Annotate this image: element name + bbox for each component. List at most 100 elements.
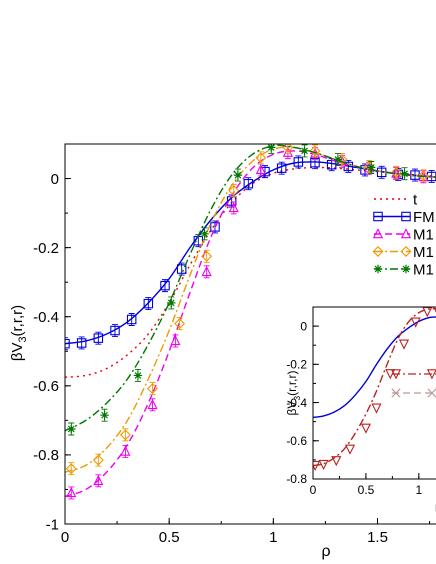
main-point-3-13 [417,170,429,182]
main-point-3-7 [255,152,267,164]
main-point-2-4 [170,334,181,346]
main-xtick-label-1: 0.5 [159,529,180,546]
main-point-4-7 [300,146,309,156]
main-xtick-label-0: 0 [61,529,69,546]
main-point-1-17 [343,161,354,172]
main-point-1-3 [110,325,120,336]
main-point-4-6 [267,144,276,152]
inset-point-1-4 [360,423,372,434]
inset-legend-marker-0-end [426,369,436,380]
main-point-1-1 [76,338,87,348]
main-point-2-3 [147,398,158,410]
main-point-4-9 [367,163,376,172]
main-ytick-label-4: -0.8 [33,447,59,464]
legend-label-2: M1 [413,227,434,244]
main-ytick-label-1: -0.2 [33,240,59,257]
main-series-line-3 [65,146,436,473]
main-point-4-3 [167,298,176,308]
inset-ytick-label-2: -0.4 [286,396,307,410]
main-frame [64,143,436,525]
main-point-2-5 [201,265,212,277]
inset-point-1-5 [371,403,382,414]
inset-ytick-label-0: 0 [300,319,307,333]
main-point-3-1 [92,454,104,466]
legend-marker-4 [373,264,383,274]
inset-point-1-8 [410,317,421,328]
inset-point-1-10 [433,307,436,313]
inset-legend-marker-1-end [427,388,436,398]
main-point-1-7 [176,264,187,274]
main-point-1-13 [276,163,287,173]
main-ytick-label-3: -0.6 [33,378,59,395]
main-point-1-2 [93,333,104,343]
main-point-3-2 [119,429,131,441]
inset-xtick-label-0: 0 [310,483,317,497]
main-point-2-6 [228,201,239,213]
main-point-2-8 [282,146,294,157]
legend-label-4: M1 [413,262,434,279]
inset-ytick-label-1: -0.2 [286,358,307,372]
inset-ytick-label-3: -0.6 [286,434,307,448]
inset-point-1-3 [344,444,356,455]
main-xtick-label-3: 1.5 [367,529,388,546]
main-errorbar-1-0 [65,337,68,351]
main-x-axis-label: ρ [321,543,330,560]
main-point-1-14 [293,157,304,167]
inset-point-1-7 [398,339,410,350]
main-point-3-5 [201,250,213,262]
main-point-4-5 [233,170,243,180]
main-point-2-0 [66,486,77,498]
main-point-1-9 [210,222,220,232]
main-point-3-12 [390,166,402,178]
main-y-axis-label: βV3(r,r,r) [9,305,29,361]
legend-label-0: t [413,192,418,209]
legend-marker-3 [372,246,384,257]
main-point-1-5 [143,298,154,309]
legend-label-1: FM [413,209,435,226]
main-point-4-10 [400,169,409,178]
main-point-2-1 [93,474,104,486]
inset-point-1-9 [422,307,433,318]
main-point-4-0 [67,424,76,434]
main-point-4-4 [200,229,209,239]
legend-marker-1 [373,211,383,222]
inset-point-1-2 [331,456,342,467]
legend-marker-2 [372,228,384,239]
inset-xtick-label-1: 0.5 [358,483,375,497]
main-xtick-label-2: 1 [269,529,277,546]
legend-marker-2-end [400,228,412,239]
inset-legend-marker-0 [390,369,402,380]
main-point-1-11 [243,178,254,189]
main-point-3-6 [228,185,240,197]
main-ytick-label-2: -0.4 [33,309,59,326]
main-point-1-4 [126,314,137,325]
main-point-3-11 [363,160,375,172]
legend-marker-4-end [401,264,411,274]
main-point-1-6 [160,280,170,291]
main-point-3-4 [174,318,186,330]
main-point-2-2 [120,445,131,456]
legend-marker-3-end [400,246,412,257]
main-point-4-1 [100,410,109,420]
main-point-3-3 [147,383,158,395]
main-point-2-7 [255,163,266,175]
legend-marker-1-end [401,211,411,222]
main-plot: 0 0.5 1 1.5 0 -0.2 -0.4 -0.6 -0.8 -1 ρ βV3(r,r,r) tF… [9,143,436,560]
inset-series-line-1 [313,307,436,467]
inset-ytick-label-4: -0.8 [286,472,307,486]
main-series-line-4 [65,144,436,432]
inset-frame [312,306,436,480]
inset-y-axis-label: βV3(r,r,r) [285,370,302,415]
main-point-4-2 [133,371,143,380]
inset-point-1-1 [318,459,329,471]
main-ytick-label-0: 0 [51,171,59,188]
main-point-3-0 [65,463,77,475]
inset-xtick-label-2: 1 [415,483,422,497]
main-series-layer [65,144,436,500]
main-ytick-label-5: -1 [46,516,59,533]
main-point-4-8 [333,155,343,164]
inset-legend-marker-1 [391,388,401,398]
